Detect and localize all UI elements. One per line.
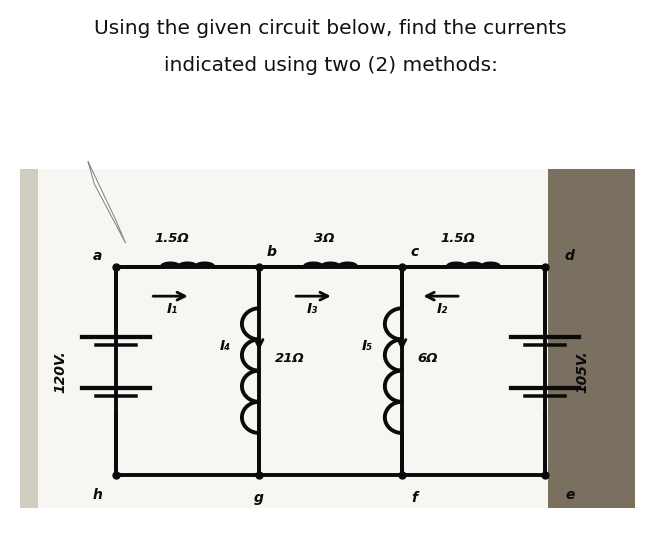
Text: d: d [564, 249, 574, 263]
Bar [548, 169, 635, 507]
Text: I₂: I₂ [437, 302, 448, 316]
Text: I₄: I₄ [219, 339, 231, 353]
Polygon shape [88, 162, 126, 243]
Text: I₅: I₅ [362, 339, 373, 353]
Text: h: h [93, 488, 102, 502]
Text: f: f [411, 491, 417, 505]
Text: a: a [93, 249, 102, 263]
Text: indicated using two (2) methods:: indicated using two (2) methods: [163, 56, 498, 75]
Bar [38, 169, 548, 507]
Bar [20, 169, 38, 507]
Text: 6Ω: 6Ω [418, 352, 438, 365]
Text: Using the given circuit below, find the currents: Using the given circuit below, find the … [94, 19, 567, 38]
Text: 1.5Ω: 1.5Ω [155, 232, 190, 245]
Text: g: g [254, 491, 264, 505]
Text: 3Ω: 3Ω [314, 232, 334, 245]
Text: c: c [410, 245, 418, 259]
Text: e: e [565, 488, 574, 502]
Text: 1.5Ω: 1.5Ω [440, 232, 475, 245]
Text: I₁: I₁ [167, 302, 178, 316]
Text: b: b [266, 245, 276, 259]
Text: 120V.: 120V. [54, 350, 67, 393]
Text: 21Ω: 21Ω [274, 352, 304, 365]
Text: 105V.: 105V. [575, 350, 589, 393]
Text: I₃: I₃ [306, 302, 317, 316]
